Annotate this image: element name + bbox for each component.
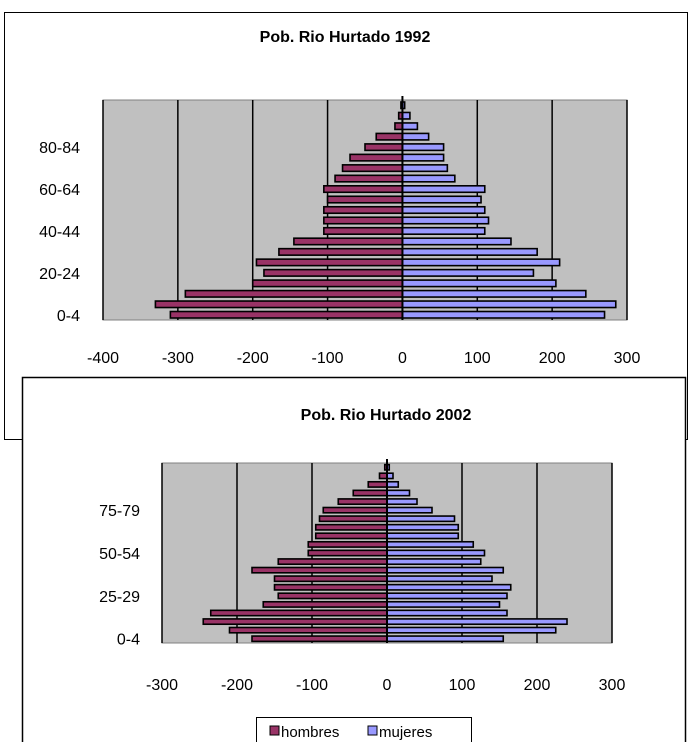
legend-swatch-hombres — [269, 725, 280, 736]
bar-mujeres-35-39 — [386, 575, 493, 583]
bar-mujeres-85-89 — [386, 489, 411, 497]
bar-mujeres-10-14 — [386, 618, 568, 626]
x-tick-label: 100 — [464, 350, 491, 367]
bars — [202, 459, 568, 643]
bar-hombres-10-14 — [202, 618, 388, 626]
x-tick-label: -200 — [221, 677, 253, 694]
bar-mujeres-60-64 — [386, 532, 460, 540]
y-tick-label-40-44: 40-44 — [39, 224, 80, 241]
bar-hombres-5-9 — [228, 626, 388, 634]
bar-hombres-55-59 — [307, 540, 388, 548]
bar-mujeres-40-44 — [386, 566, 505, 574]
bar-mujeres-75-79 — [386, 506, 433, 514]
y-tick-label-75-79: 75-79 — [99, 503, 140, 520]
bars — [154, 96, 617, 320]
x-tick-label: 100 — [449, 677, 476, 694]
bar-hombres-95-99 — [378, 472, 388, 480]
bar-hombres-25-29 — [277, 592, 388, 600]
population-pyramid-1992: Pob. Rio Hurtado 1992 -400 -300 -200 -100 0 1… — [4, 12, 688, 440]
bar-hombres-60-64 — [314, 532, 388, 540]
bar-hombres-45-49 — [277, 558, 388, 566]
bar-mujeres-50-54 — [386, 549, 486, 557]
bar-hombres-65-69 — [314, 523, 388, 531]
x-tick-label: -100 — [312, 350, 344, 367]
x-tick-label: 0 — [398, 350, 407, 367]
y-tick-label-60-64: 60-64 — [39, 182, 80, 199]
bar-mujeres-90-94 — [386, 480, 400, 488]
bar-mujeres-65-69 — [386, 523, 460, 531]
bar-mujeres-0-4 — [386, 635, 505, 643]
bar-hombres-35-39 — [273, 575, 388, 583]
x-axis-tick-labels: -300 -200 -100 0 100 200 300 — [146, 677, 625, 694]
bar-hombres-20-24 — [262, 600, 388, 608]
bar-hombres-50-54 — [307, 549, 388, 557]
legend-box — [256, 717, 472, 742]
bar-mujeres-20-24 — [386, 600, 501, 608]
y-tick-label-50-54: 50-54 — [99, 546, 140, 563]
y-axis-tick-labels: 75-79 50-54 25-29 0-4 — [99, 503, 140, 649]
x-tick-label: 300 — [599, 677, 626, 694]
x-tick-label: -200 — [237, 350, 269, 367]
bar-mujeres-45-49 — [386, 558, 482, 566]
y-axis-tick-labels: 80-84 60-64 40-44 20-24 0-4 — [39, 140, 80, 325]
bar-hombres-15-19 — [209, 609, 388, 617]
bar-hombres-75-79 — [322, 506, 388, 514]
bar-mujeres-5-9 — [386, 626, 557, 634]
bar-mujeres-25-29 — [386, 592, 508, 600]
bar-mujeres-80-84 — [386, 498, 418, 506]
x-tick-label: 200 — [524, 677, 551, 694]
x-tick-label: -300 — [162, 350, 194, 367]
chart-title: Pob. Rio Hurtado 2002 — [301, 407, 472, 424]
y-tick-label-0-4: 0-4 — [57, 308, 80, 325]
legend-label-mujeres: mujeres — [379, 724, 432, 741]
legend: hombres mujeres — [256, 717, 472, 742]
bar-hombres-90-94 — [367, 480, 388, 488]
bar-hombres-85-89 — [352, 489, 388, 497]
bar-hombres-70-74 — [318, 515, 388, 523]
bar-mujeres-55-59 — [386, 540, 475, 548]
y-tick-label-0-4: 0-4 — [117, 632, 140, 649]
legend-swatch-mujeres — [367, 725, 378, 736]
x-tick-label: 300 — [614, 350, 641, 367]
chart-title: Pob. Rio Hurtado 1992 — [260, 29, 431, 46]
bar-mujeres-70-74 — [386, 515, 456, 523]
y-tick-label-25-29: 25-29 — [99, 589, 140, 606]
x-tick-label: -100 — [296, 677, 328, 694]
bar-mujeres-30-34 — [386, 583, 512, 591]
bar-mujeres-15-19 — [386, 609, 508, 617]
x-axis-tick-labels: -400 -300 -200 -100 0 100 200 300 — [87, 350, 640, 367]
x-tick-label: 200 — [539, 350, 566, 367]
bar-hombres-40-44 — [251, 566, 388, 574]
x-tick-label: -400 — [87, 350, 119, 367]
y-tick-label-20-24: 20-24 — [39, 266, 80, 283]
bar-hombres-0-4 — [251, 635, 388, 643]
legend-label-hombres: hombres — [281, 724, 339, 741]
x-tick-label: 0 — [383, 677, 392, 694]
bar-hombres-80-84 — [337, 498, 388, 506]
x-tick-label: -300 — [146, 677, 178, 694]
y-tick-label-80-84: 80-84 — [39, 140, 80, 157]
bar-hombres-30-34 — [273, 583, 388, 591]
